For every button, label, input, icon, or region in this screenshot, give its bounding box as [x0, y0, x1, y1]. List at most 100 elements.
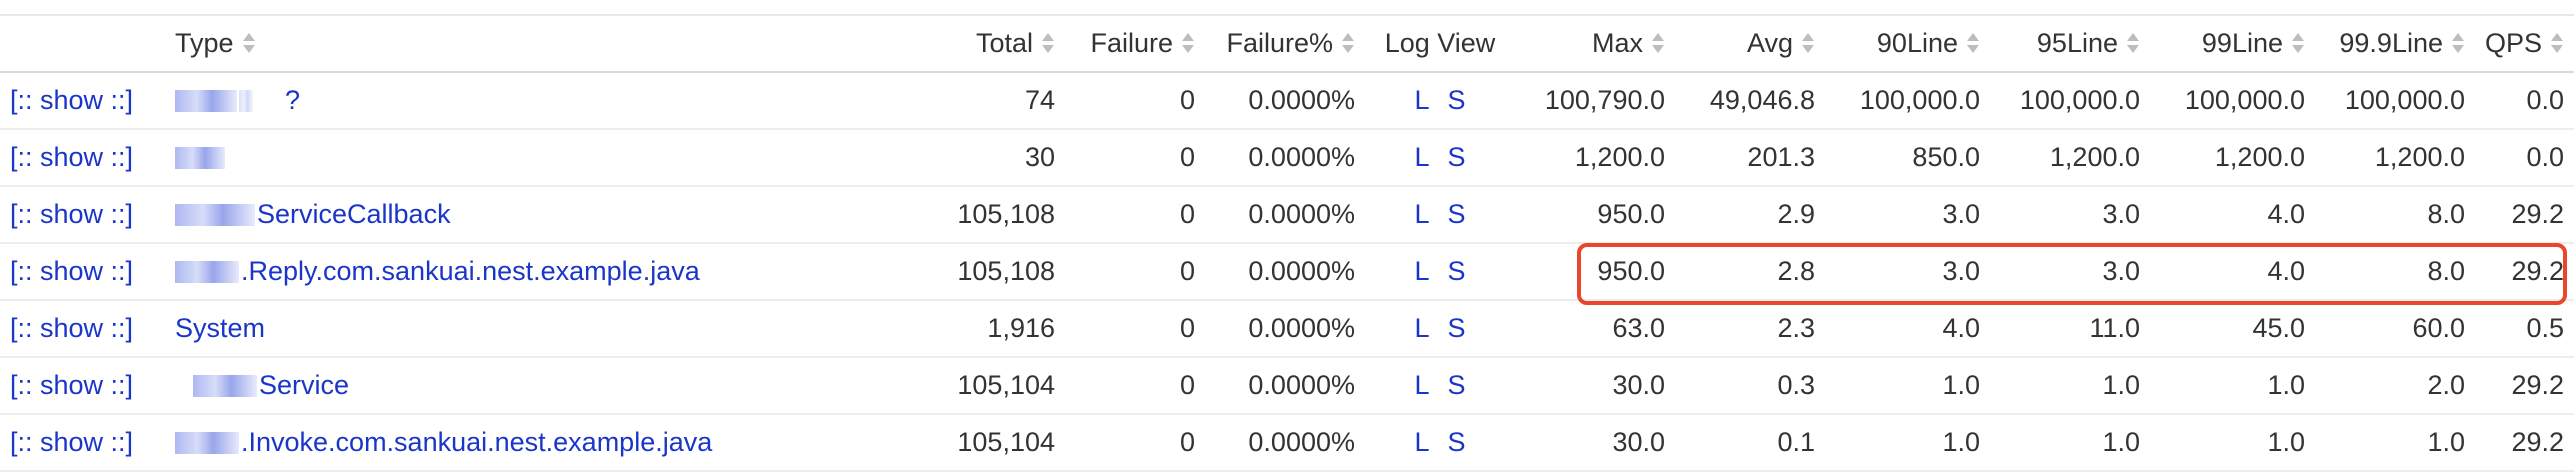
cell-999line: 1.0	[2315, 414, 2475, 472]
header-total[interactable]: Total	[865, 15, 1065, 73]
table-row: [:: show ::] .Reply.com.sankuai.nest.exa…	[0, 243, 2574, 301]
cell-qps: 0.5	[2475, 300, 2574, 358]
cell-failure: 0	[1065, 72, 1205, 130]
redacted-text	[175, 261, 239, 283]
type-link[interactable]: ServiceCallback	[175, 199, 451, 229]
cell-qps: 29.2	[2475, 243, 2574, 301]
cell-avg: 201.3	[1675, 129, 1825, 187]
cell-90line: 1.0	[1825, 414, 1990, 472]
cell-total: 105,104	[865, 357, 1065, 415]
cell-total: 105,108	[865, 243, 1065, 301]
sort-arrows-icon[interactable]	[1801, 31, 1815, 55]
header-type[interactable]: Type	[165, 15, 865, 73]
sort-arrows-icon[interactable]	[2126, 31, 2140, 55]
cell-total: 105,104	[865, 414, 1065, 472]
header-qps[interactable]: QPS	[2475, 15, 2574, 73]
log-s-link[interactable]: S	[1447, 427, 1466, 457]
header-failure[interactable]: Failure	[1065, 15, 1205, 73]
cell-99line: 1.0	[2150, 357, 2315, 415]
header-avg[interactable]: Avg	[1675, 15, 1825, 73]
header-999line[interactable]: 99.9Line	[2315, 15, 2475, 73]
log-l-link[interactable]: L	[1414, 313, 1430, 343]
log-s-link[interactable]: S	[1447, 313, 1466, 343]
cell-avg: 0.1	[1675, 414, 1825, 472]
cell-95line: 1.0	[1990, 414, 2150, 472]
cell-total: 30	[865, 129, 1065, 187]
cell-qps: 29.2	[2475, 186, 2574, 244]
type-link[interactable]: ?	[175, 85, 300, 115]
header-max[interactable]: Max	[1515, 15, 1675, 73]
header-failure-pct[interactable]: Failure%	[1205, 15, 1365, 73]
show-link[interactable]: [:: show ::]	[10, 427, 134, 457]
sort-arrows-icon[interactable]	[1341, 31, 1355, 55]
cell-95line: 1,200.0	[1990, 129, 2150, 187]
type-link[interactable]	[175, 142, 227, 172]
cell-avg: 2.3	[1675, 300, 1825, 358]
log-s-link[interactable]: S	[1447, 142, 1466, 172]
table-row: [:: show ::] .Invoke.com.sankuai.nest.ex…	[0, 414, 2574, 472]
cell-qps: 29.2	[2475, 414, 2574, 472]
cell-max: 30.0	[1515, 414, 1675, 472]
type-link[interactable]: System	[175, 313, 266, 343]
table-header-row: Type Total Failure Failure% Log View Max…	[0, 15, 2574, 73]
sort-arrows-icon[interactable]	[2291, 31, 2305, 55]
log-l-link[interactable]: L	[1414, 256, 1430, 286]
log-s-link[interactable]: S	[1447, 199, 1466, 229]
header-99line[interactable]: 99Line	[2150, 15, 2315, 73]
redacted-text	[175, 432, 239, 454]
log-l-link[interactable]: L	[1414, 85, 1430, 115]
cell-999line: 100,000.0	[2315, 72, 2475, 130]
sort-arrows-icon[interactable]	[242, 31, 256, 55]
cell-total: 105,108	[865, 186, 1065, 244]
cell-failure: 0	[1065, 129, 1205, 187]
log-l-link[interactable]: L	[1414, 142, 1430, 172]
cell-90line: 3.0	[1825, 186, 1990, 244]
header-95line[interactable]: 95Line	[1990, 15, 2150, 73]
type-link[interactable]: .Invoke.com.sankuai.nest.example.java	[175, 427, 712, 457]
sort-arrows-icon[interactable]	[1181, 31, 1195, 55]
show-link[interactable]: [:: show ::]	[10, 85, 134, 115]
cell-failure-pct: 0.0000%	[1205, 72, 1365, 130]
cell-90line: 850.0	[1825, 129, 1990, 187]
sort-arrows-icon[interactable]	[2550, 31, 2564, 55]
type-link[interactable]: Service	[175, 370, 349, 400]
header-log-view: Log View	[1365, 15, 1515, 73]
sort-arrows-icon[interactable]	[1041, 31, 1055, 55]
show-link[interactable]: [:: show ::]	[10, 199, 134, 229]
redacted-text	[175, 90, 237, 112]
cell-95line: 11.0	[1990, 300, 2150, 358]
cell-99line: 1.0	[2150, 414, 2315, 472]
log-s-link[interactable]: S	[1447, 256, 1466, 286]
cell-99line: 100,000.0	[2150, 72, 2315, 130]
type-link[interactable]: .Reply.com.sankuai.nest.example.java	[175, 256, 700, 286]
log-l-link[interactable]: L	[1414, 199, 1430, 229]
sort-arrows-icon[interactable]	[1651, 31, 1665, 55]
header-90line[interactable]: 90Line	[1825, 15, 1990, 73]
sort-arrows-icon[interactable]	[2451, 31, 2465, 55]
cell-max: 63.0	[1515, 300, 1675, 358]
cell-failure-pct: 0.0000%	[1205, 414, 1365, 472]
cell-99line: 4.0	[2150, 243, 2315, 301]
show-link[interactable]: [:: show ::]	[10, 256, 134, 286]
log-l-link[interactable]: L	[1414, 427, 1430, 457]
redacted-text	[193, 375, 257, 397]
cell-90line: 3.0	[1825, 243, 1990, 301]
show-link[interactable]: [:: show ::]	[10, 370, 134, 400]
sort-arrows-icon[interactable]	[1966, 31, 1980, 55]
header-show	[0, 15, 165, 73]
show-link[interactable]: [:: show ::]	[10, 142, 134, 172]
cell-99line: 1,200.0	[2150, 129, 2315, 187]
cell-qps: 0.0	[2475, 72, 2574, 130]
log-s-link[interactable]: S	[1447, 370, 1466, 400]
show-link[interactable]: [:: show ::]	[10, 313, 134, 343]
log-l-link[interactable]: L	[1414, 370, 1430, 400]
cell-max: 100,790.0	[1515, 72, 1675, 130]
log-s-link[interactable]: S	[1447, 85, 1466, 115]
cell-max: 30.0	[1515, 357, 1675, 415]
